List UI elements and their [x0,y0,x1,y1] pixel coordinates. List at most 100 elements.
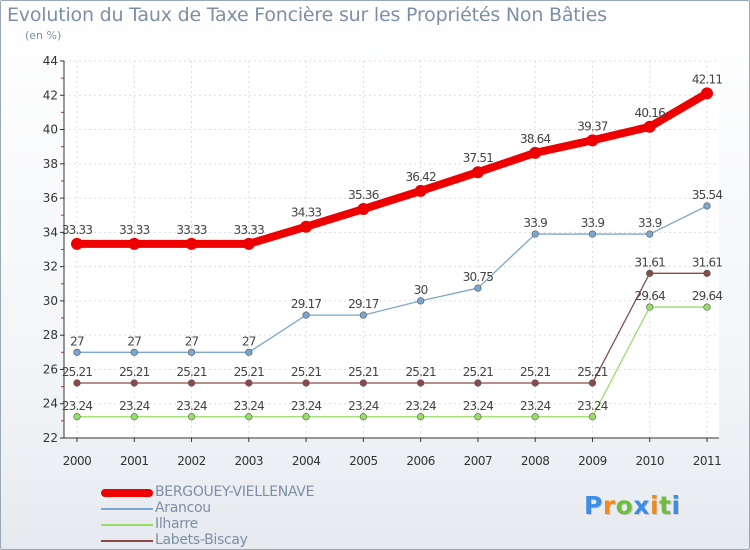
data-point [414,184,427,197]
data-point [359,311,367,319]
chart-subtitle: (en %) [25,29,62,42]
data-point [130,348,138,356]
x-tick-label: 2009 [578,454,607,468]
data-label: 37.51 [463,151,494,165]
logo-letter: P [584,491,603,520]
x-tick-label: 2002 [177,454,206,468]
x-tick-label: 2004 [292,454,321,468]
data-label: 30 [414,283,428,297]
data-label: 33.33 [119,223,150,237]
data-label: 42.11 [692,72,723,86]
data-point [185,237,198,250]
x-tick-label: 2011 [693,454,722,468]
data-label: 30.75 [463,270,494,284]
data-label: 40.16 [635,106,666,120]
data-point [531,413,539,421]
data-label: 23.24 [119,399,150,413]
data-point [187,413,196,421]
data-label: 25.21 [176,365,207,379]
data-point [701,87,713,100]
data-label: 27 [185,334,199,348]
data-label: 27 [242,334,256,348]
legend-swatch [101,524,153,526]
logo-letter: o [615,491,634,520]
data-label: 33.9 [638,216,662,230]
data-point [71,237,83,250]
data-label: 33.33 [62,223,93,237]
y-tick-label: 28 [43,328,58,342]
data-label: 29.64 [635,289,666,303]
y-tick-label: 22 [43,431,58,445]
legend-label: Arancou [155,500,211,516]
data-label: 25.21 [119,365,150,379]
data-label: 23.24 [176,399,207,413]
data-point [187,379,196,387]
y-tick-label: 24 [43,397,58,411]
data-point [474,379,482,387]
data-label: 23.24 [291,399,322,413]
data-label: 25.21 [520,365,551,379]
axis-layer: 22 24 26 28 30 32 34 36 38 40 42 44 2000 2001 2002 2003… [43,54,722,468]
data-point [302,311,310,319]
y-tick-label: 44 [43,54,58,68]
data-point [359,379,367,387]
data-point [588,379,597,387]
data-label: 25.21 [62,365,93,379]
data-label: 25.21 [291,365,322,379]
data-point [73,379,81,387]
data-label: 29.17 [291,297,322,311]
data-point [529,146,542,159]
data-point [531,379,539,387]
data-label: 25.21 [463,365,494,379]
data-label: 23.24 [405,399,436,413]
data-point [73,413,81,421]
data-label: 33.9 [581,216,605,230]
legend-swatch [101,540,153,542]
data-point [588,413,597,421]
x-tick-label: 2010 [635,454,664,468]
data-label: 23.24 [577,399,608,413]
x-tick-label: 2003 [235,454,264,468]
data-point [302,413,310,421]
data-point [646,269,654,277]
data-label: 23.24 [463,399,494,413]
data-label: 27 [127,334,141,348]
data-point [474,413,482,421]
data-label: 23.24 [62,399,93,413]
data-point [245,413,253,421]
x-tick-label: 2007 [464,454,493,468]
legend-label: Labets-Biscay [155,532,248,548]
data-label: 36.42 [405,170,436,184]
data-point [643,120,656,133]
data-point [300,220,313,233]
data-label: 33.9 [523,216,547,230]
chart-title: Evolution du Taux de Taxe Foncière sur l… [7,4,607,26]
data-point [586,134,599,147]
y-tick-label: 32 [43,260,58,274]
x-tick-label: 2006 [406,454,435,468]
data-point [474,284,482,292]
data-label: 35.54 [692,188,723,202]
data-point [73,348,81,356]
series-line-labets-biscay [76,272,708,384]
data-label: 25.21 [234,365,265,379]
data-point [646,230,654,238]
data-point [187,348,196,356]
plot-area [64,61,719,438]
series-line-ilharre [76,306,708,418]
data-label: 33.33 [176,223,207,237]
data-point [417,413,425,421]
series-line-arancou [76,205,708,353]
x-tick-label: 2005 [349,454,378,468]
series-layer [71,87,713,421]
x-tick-label: 2001 [120,454,149,468]
legend-swatch [101,489,153,497]
y-tick-label: 36 [43,191,58,205]
y-tick-label: 34 [43,225,58,239]
data-point [588,230,597,238]
data-point [417,379,425,387]
data-label: 27 [70,334,84,348]
y-tick-label: 38 [43,157,58,171]
series-line-bergouey-viellenave [73,89,711,248]
data-point [703,202,711,210]
